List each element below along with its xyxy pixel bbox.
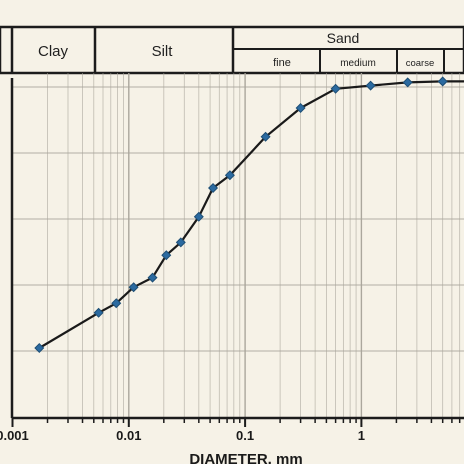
- x-tick-label: 0.001: [0, 428, 29, 443]
- data-point: [161, 250, 172, 261]
- grid: [12, 73, 464, 418]
- sand-fine-label: fine: [273, 57, 291, 69]
- data-point: [128, 282, 139, 293]
- sand-label: Sand: [327, 30, 360, 46]
- x-axis-title: DIAMETER, mm: [189, 451, 302, 464]
- data-point: [175, 237, 186, 248]
- silt-label: Silt: [152, 43, 174, 60]
- data-point: [330, 83, 341, 94]
- data-point: [147, 272, 158, 283]
- sand-coarse-label: coarse: [406, 58, 435, 69]
- data-point: [93, 307, 104, 318]
- data-point: [34, 342, 45, 354]
- grading-curve: [34, 76, 464, 354]
- x-axis-ticks: 0.001 0.01 0.1 1: [0, 418, 461, 443]
- data-point: [295, 102, 306, 114]
- soil-classification-header: Clay Silt Sand fine medium coarse: [0, 25, 464, 75]
- clay-label: Clay: [38, 43, 69, 60]
- data-point: [193, 211, 204, 222]
- sand-medium-label: medium: [340, 58, 376, 69]
- data-point: [437, 76, 448, 87]
- data-point: [260, 131, 271, 142]
- x-tick-label: 0.01: [116, 428, 141, 443]
- plot-frame: [10, 78, 464, 420]
- x-tick-label: 0.1: [236, 428, 254, 443]
- data-point: [208, 182, 219, 194]
- x-tick-label: 1: [358, 428, 365, 443]
- data-point: [111, 298, 122, 309]
- data-point: [402, 77, 413, 88]
- data-point: [224, 170, 235, 181]
- data-point: [365, 80, 376, 91]
